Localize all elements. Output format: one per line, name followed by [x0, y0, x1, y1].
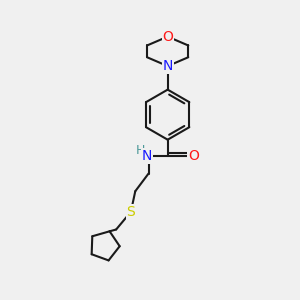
Text: N: N: [163, 59, 173, 73]
Text: O: O: [188, 149, 199, 163]
Text: N: N: [142, 149, 152, 163]
Text: H: H: [136, 144, 145, 157]
Text: S: S: [127, 205, 135, 219]
Text: O: O: [162, 30, 173, 44]
